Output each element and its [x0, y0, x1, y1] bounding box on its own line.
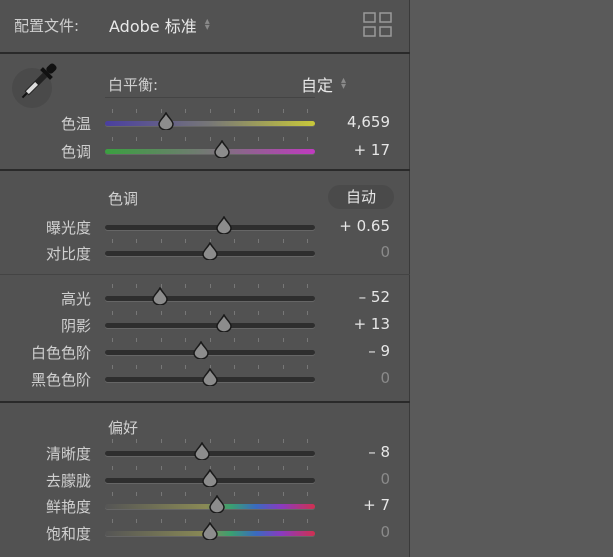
slider-thumb-vibrance[interactable]: [209, 495, 226, 513]
presence-heading: 偏好: [108, 419, 139, 437]
slider-thumb-temp[interactable]: [158, 112, 174, 130]
slider-value-clarity[interactable]: – 8: [368, 443, 390, 461]
auto-button-label: 自动: [345, 188, 376, 206]
slider-thumb-blacks[interactable]: [202, 368, 218, 386]
white-balance-select[interactable]: 自定 ▴ ▾: [301, 72, 346, 96]
divider: [0, 274, 410, 275]
tick-marks: [112, 519, 308, 523]
slider-label: 鲜艳度: [45, 498, 91, 516]
grid-icon[interactable]: [363, 12, 392, 38]
slider-thumb-highlights[interactable]: [151, 287, 168, 305]
slider-thumb-shadows[interactable]: [215, 314, 232, 332]
slider-value-blacks[interactable]: 0: [380, 369, 390, 387]
slider-value-shadows[interactable]: + 13: [353, 315, 390, 333]
slider-track-tint[interactable]: [105, 149, 315, 154]
slider-thumb-saturation[interactable]: [202, 522, 218, 540]
slider-value-dehaze[interactable]: 0: [380, 470, 390, 488]
slider-value-vibrance[interactable]: + 7: [363, 496, 390, 514]
profile-select[interactable]: Adobe 标准 ▴ ▾: [109, 13, 210, 37]
slider-label: 高光: [60, 290, 91, 308]
slider-label: 饱和度: [45, 525, 91, 543]
tick-marks: [112, 239, 308, 243]
slider-label: 色调: [60, 143, 91, 161]
auto-button[interactable]: 自动: [328, 185, 394, 209]
slider-value-exposure[interactable]: + 0.65: [339, 217, 390, 235]
divider: [0, 169, 410, 171]
slider-label: 去朦胧: [45, 472, 91, 490]
slider-label: 曝光度: [45, 219, 91, 237]
slider-value-tint[interactable]: + 17: [353, 141, 390, 159]
tick-marks: [112, 137, 308, 141]
slider-value-whites[interactable]: – 9: [368, 342, 390, 360]
slider-label: 色温: [60, 115, 91, 133]
profile-value: Adobe 标准: [109, 17, 197, 36]
divider: [0, 401, 410, 403]
tick-marks: [112, 365, 308, 369]
slider-value-saturation[interactable]: 0: [380, 523, 390, 541]
slider-label: 对比度: [45, 245, 91, 263]
tick-marks: [112, 492, 308, 496]
slider-thumb-whites[interactable]: [192, 341, 209, 359]
tick-marks: [112, 109, 308, 113]
tick-marks: [112, 466, 308, 470]
slider-track-clarity[interactable]: [105, 451, 315, 456]
slider-thumb-exposure[interactable]: [215, 216, 232, 234]
divider: [0, 52, 410, 54]
white-balance-value: 自定: [301, 76, 334, 95]
tone-heading: 色调: [108, 190, 139, 208]
slider-track-temp[interactable]: [105, 121, 315, 126]
eyedropper-icon[interactable]: [10, 60, 62, 110]
updown-icon: ▴ ▾: [204, 16, 210, 33]
tick-marks: [112, 338, 308, 342]
slider-value-highlights[interactable]: – 52: [358, 288, 390, 306]
divider: [105, 97, 315, 98]
slider-track-whites[interactable]: [105, 350, 315, 355]
slider-thumb-contrast[interactable]: [202, 242, 218, 260]
slider-label: 白色色阶: [30, 344, 91, 362]
tick-marks: [112, 311, 308, 315]
slider-value-temp[interactable]: 4,659: [347, 113, 390, 131]
slider-label: 阴影: [60, 317, 91, 335]
slider-thumb-dehaze[interactable]: [202, 469, 218, 487]
tick-marks: [112, 439, 308, 443]
slider-track-highlights[interactable]: [105, 296, 315, 301]
profile-label: 配置文件:: [14, 17, 80, 35]
slider-value-contrast[interactable]: 0: [380, 243, 390, 261]
slider-track-shadows[interactable]: [105, 323, 315, 328]
slider-label: 清晰度: [45, 445, 91, 463]
slider-thumb-tint[interactable]: [213, 140, 230, 158]
updown-icon: ▴ ▾: [341, 75, 347, 92]
slider-track-exposure[interactable]: [105, 225, 315, 230]
tick-marks: [112, 284, 308, 288]
slider-thumb-clarity[interactable]: [193, 442, 210, 460]
slider-label: 黑色色阶: [30, 371, 91, 389]
white-balance-label: 白平衡:: [108, 76, 159, 94]
basic-panel: 配置文件: Adobe 标准 ▴ ▾ 白平衡: 自定 ▴ ▾ 色调 自动 偏好 色温…: [0, 0, 410, 557]
